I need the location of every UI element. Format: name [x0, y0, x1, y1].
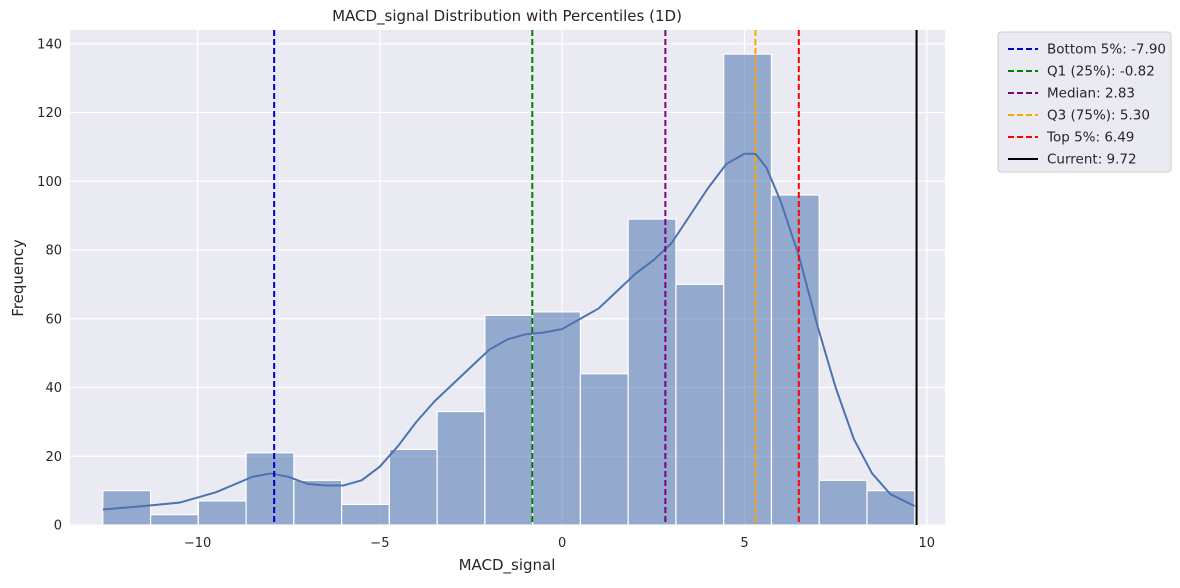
histogram-bar — [293, 479, 343, 526]
kde-curve — [102, 152, 916, 511]
legend: Bottom 5%: -7.90 Q1 (25%): -0.82 Median: 2… — [997, 31, 1172, 173]
x-tick-label: −10 — [184, 536, 211, 551]
histogram-bar — [197, 500, 247, 526]
y-tick-label: 120 — [37, 106, 62, 121]
histogram-bar — [388, 448, 438, 526]
y-tick-label: 140 — [37, 37, 62, 52]
histogram-bar — [723, 53, 773, 526]
y-tick-label: 80 — [45, 244, 62, 259]
histogram-bar — [149, 514, 199, 526]
legend-entry: Current: 9.72 — [1008, 152, 1137, 168]
x-tick-label: 10 — [918, 536, 935, 551]
legend-items: Bottom 5%: -7.90 Q1 (25%): -0.82 Median: 2… — [1008, 42, 1166, 168]
histogram-bar — [341, 503, 390, 526]
histogram-bar — [484, 314, 534, 526]
legend-label: Q3 (75%): 5.30 — [1047, 108, 1150, 124]
x-axis-label: MACD_signal — [459, 556, 556, 575]
chart-title: MACD_signal Distribution with Percentile… — [332, 7, 682, 26]
histogram-bar — [675, 283, 725, 526]
legend-entry: Q3 (75%): 5.30 — [1008, 108, 1150, 124]
legend-label: Top 5%: 6.49 — [1046, 130, 1134, 146]
y-tick-labels: 0 20 40 60 80 100 120 140 — [37, 37, 62, 533]
legend-label: Median: 2.83 — [1047, 86, 1135, 102]
y-tick-label: 20 — [45, 450, 62, 465]
histogram-bar — [532, 311, 582, 526]
x-tick-labels: −10 −5 0 5 10 — [184, 536, 935, 551]
legend-entry: Top 5%: 6.49 — [1008, 130, 1134, 146]
y-tick-label: 60 — [45, 312, 62, 327]
percentile-lines-layer — [273, 30, 918, 525]
y-tick-label: 40 — [45, 381, 62, 396]
legend-label: Q1 (25%): -0.82 — [1047, 64, 1155, 80]
y-tick-label: 0 — [54, 519, 62, 534]
x-tick-label: 0 — [558, 536, 566, 551]
histogram-bar — [579, 373, 629, 526]
legend-entry: Median: 2.83 — [1008, 86, 1135, 102]
legend-frame — [997, 31, 1172, 173]
histogram-bar — [770, 194, 820, 526]
legend-entry: Q1 (25%): -0.82 — [1008, 64, 1155, 80]
histogram-bar — [818, 479, 868, 526]
x-tick-label: −5 — [370, 536, 389, 551]
y-axis-label: Frequency — [9, 239, 27, 317]
legend-entry: Bottom 5%: -7.90 — [1008, 42, 1166, 58]
histogram-bar — [627, 218, 677, 526]
histogram-bar — [866, 490, 916, 526]
y-tick-label: 100 — [37, 175, 62, 190]
legend-label: Bottom 5%: -7.90 — [1047, 42, 1166, 58]
histogram-bar — [436, 410, 486, 526]
bars-layer — [102, 53, 916, 526]
legend-label: Current: 9.72 — [1047, 152, 1137, 168]
x-tick-label: 5 — [740, 536, 748, 551]
histogram-bar — [245, 452, 295, 526]
kde-layer — [102, 152, 916, 511]
